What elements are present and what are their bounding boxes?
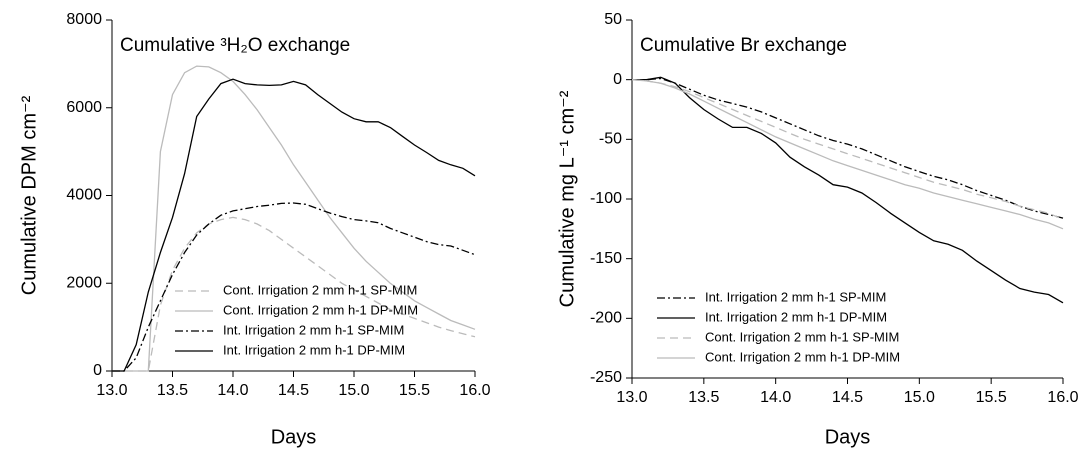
x-tick-label: 13.5 (157, 382, 188, 399)
legend-label: Int. Irrigation 2 mm h-1 DP-MIM (705, 309, 887, 324)
x-tick-label: 13.0 (96, 382, 127, 399)
y-tick-label: 8000 (66, 11, 102, 28)
y-tick-label: 0 (613, 71, 622, 88)
panel: -250 -200 -150 -100 -50 0 50 13.0 13.5 14.0 14.5 15… (556, 11, 1078, 448)
y-tick-label: -50 (599, 131, 622, 148)
series-line (112, 65, 476, 372)
y-tick-label: -150 (590, 250, 622, 267)
y-tick-label: 50 (604, 11, 622, 28)
series-line (112, 78, 476, 372)
x-tick-label: 14.0 (760, 389, 791, 406)
x-axis-label: Days (825, 426, 871, 448)
x-tick-label: 16.0 (1047, 389, 1078, 406)
series-line (112, 216, 476, 372)
chart-title: Cumulative Br exchange (640, 35, 847, 56)
x-tick-label: 15.5 (976, 389, 1007, 406)
x-axis-label: Days (271, 426, 317, 448)
x-tick-label: 15.0 (338, 382, 369, 399)
chart-title: Cumulative ³H₂O exchange (120, 35, 350, 56)
y-tick-label: -250 (590, 369, 622, 386)
y-axis-label: Cumulative DPM cm⁻² (18, 95, 40, 295)
series-line (631, 79, 1064, 220)
legend-label: Int. Irrigation 2 mm h-1 DP-MIM (223, 342, 405, 357)
x-tick-label: 14.5 (278, 382, 309, 399)
y-tick-label: 4000 (66, 187, 102, 204)
y-tick-label: -100 (590, 190, 622, 207)
legend-label: Int. Irrigation 2 mm h-1 SP-MIM (223, 322, 404, 337)
series-line (632, 76, 1064, 304)
legend-label: Cont. Irrigation 2 mm h-1 SP-MIM (705, 329, 899, 344)
x-tick-label: 14.0 (217, 382, 248, 399)
y-axis-label: Cumulative mg L⁻¹ cm⁻² (556, 90, 578, 307)
x-tick-label: 15.0 (904, 389, 935, 406)
x-tick-label: 14.5 (832, 389, 863, 406)
panel: 0 2000 4000 6000 8000 13.0 13.5 14.0 14.5 15.0 15.… (18, 11, 490, 448)
x-tick-label: 16.0 (459, 382, 490, 399)
x-tick-label: 15.5 (399, 382, 430, 399)
y-tick-label: -200 (590, 310, 622, 327)
y-tick-label: 0 (93, 362, 102, 379)
legend-label: Cont. Irrigation 2 mm h-1 DP-MIM (223, 302, 418, 317)
legend-label: Cont. Irrigation 2 mm h-1 DP-MIM (705, 349, 900, 364)
y-tick-label: 6000 (66, 99, 102, 116)
x-tick-label: 13.0 (616, 389, 647, 406)
series-line (632, 77, 1064, 219)
series-line (631, 79, 1064, 230)
legend-label: Int. Irrigation 2 mm h-1 SP-MIM (705, 289, 886, 304)
y-tick-label: 2000 (66, 274, 102, 291)
x-tick-label: 13.5 (688, 389, 719, 406)
series-line (112, 202, 476, 372)
legend-label: Cont. Irrigation 2 mm h-1 SP-MIM (223, 282, 417, 297)
